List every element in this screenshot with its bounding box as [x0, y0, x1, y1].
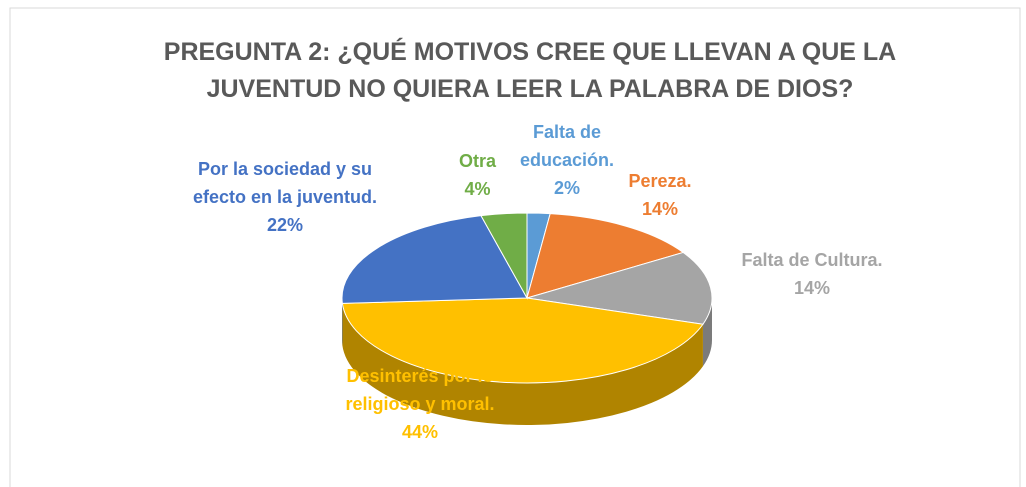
data-label: Falta de educación. 2% — [507, 118, 627, 202]
category-label: Falta de educación. — [519, 122, 615, 170]
pie-slice — [526, 251, 713, 325]
slice-side — [342, 303, 703, 425]
value-label: 44% — [401, 422, 439, 442]
value-label: 4% — [464, 179, 491, 199]
data-label: Otra 4% — [440, 147, 515, 203]
category-label: Desinterés por lo religioso y moral. — [345, 366, 495, 414]
data-label: Pereza. 14% — [610, 167, 710, 223]
pie-slice — [341, 215, 528, 304]
pie-slice — [526, 213, 685, 299]
value-label: 14% — [641, 199, 679, 219]
slice-side — [702, 298, 712, 367]
pie-slice — [341, 297, 704, 384]
value-label: 2% — [553, 178, 580, 198]
data-label: Por la sociedad y su efecto en la juvent… — [185, 155, 385, 239]
pie-slice — [480, 212, 528, 300]
category-label: Falta de Cultura. — [741, 250, 883, 270]
chart-border — [9, 7, 1021, 487]
chart-title: PREGUNTA 2: ¿QUÉ MOTIVOS CREE QUE LLEVAN… — [163, 38, 897, 103]
data-label: Desinterés por lo religioso y moral. 44% — [320, 362, 520, 446]
value-label: 14% — [793, 278, 831, 298]
category-label: Por la sociedad y su efecto en la juvent… — [192, 159, 378, 207]
value-label: 22% — [266, 215, 304, 235]
category-label: Pereza. — [628, 171, 692, 191]
category-label: Otra — [458, 151, 496, 171]
data-label: Falta de Cultura. 14% — [712, 246, 912, 302]
